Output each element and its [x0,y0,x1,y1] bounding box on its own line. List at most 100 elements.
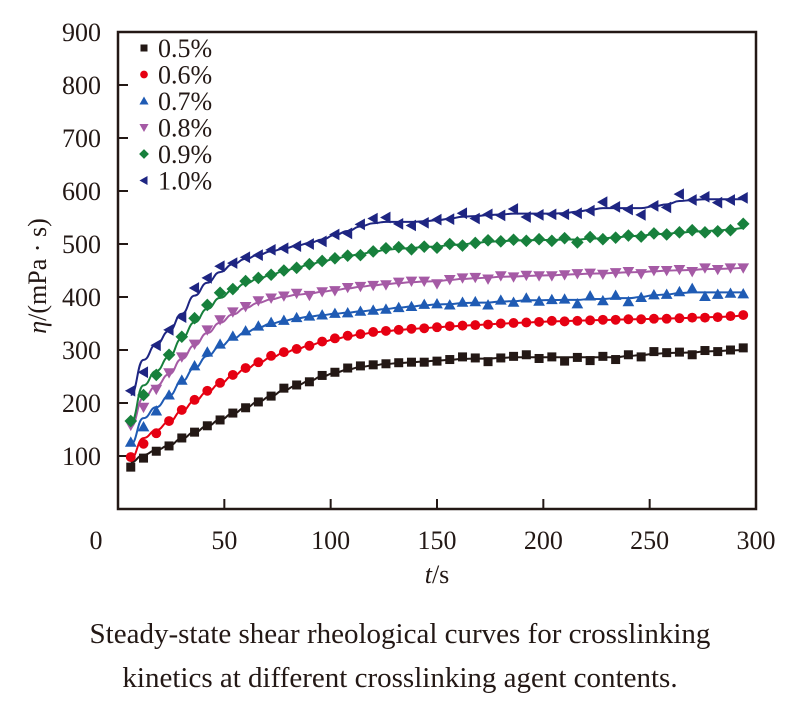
data-point [354,305,367,316]
data-point [137,402,150,414]
data-point [711,264,724,276]
data-point [711,224,725,238]
fit-curve-0.5pct [130,349,744,464]
data-point [724,263,737,274]
series-0.5pct [126,343,748,472]
x-tick-label: 50 [211,526,237,555]
data-point [328,252,342,265]
data-point [597,294,609,306]
legend-marker-0.8pct [139,124,149,133]
data-point [725,311,736,322]
legend-marker-0.6pct [140,70,148,79]
data-point [188,339,201,351]
data-point [303,238,314,250]
data-point [381,359,391,369]
data-point [290,240,302,252]
data-point [584,268,596,279]
data-point [711,196,723,209]
data-point [406,323,417,334]
data-point [265,243,276,256]
data-point [547,352,557,362]
data-point [660,288,673,299]
data-point [432,322,442,333]
data-point [545,293,558,305]
data-point [685,223,699,237]
data-point [367,304,380,315]
data-point [470,320,481,331]
data-point [456,273,469,284]
data-point [239,274,252,288]
data-point [571,236,584,249]
data-point [737,287,750,299]
data-point [585,315,596,326]
data-point [469,295,482,307]
data-point [470,353,480,363]
y-axis-label-var: η [23,321,52,334]
data-point [175,330,189,344]
y-tick-label: 200 [62,389,101,418]
data-point [559,316,570,327]
data-point [266,391,276,401]
y-axis: 100 200 300 400 500 600 700 800 900 [62,18,128,471]
x-axis-label-var: t [425,560,433,589]
data-point [469,272,482,284]
data-point [355,361,365,371]
data-point [329,307,341,318]
data-point [558,208,570,221]
data-point [496,353,506,363]
data-point [213,286,227,300]
data-point [290,261,303,275]
data-point [686,267,699,278]
data-point [660,266,673,277]
data-point [149,368,163,382]
data-point [202,385,213,396]
data-point [354,248,367,262]
data-point [725,345,735,355]
data-point [443,275,456,286]
data-point [329,228,340,241]
data-point [405,300,418,312]
data-point [189,394,200,405]
data-point [495,318,506,329]
data-point [533,209,544,221]
data-point [151,428,162,439]
data-point [175,352,188,363]
data-point [456,207,468,220]
data-point [507,233,520,247]
data-point [214,260,225,273]
data-point [507,203,519,215]
series-0.6pct [125,310,749,463]
series-1.0pct [124,188,748,397]
data-point [367,280,380,292]
data-point [355,329,366,340]
data-point [418,216,429,229]
data-point [698,226,712,239]
legend-marker-0.5pct [140,44,148,52]
data-point [724,194,735,206]
y-axis-label: η/(mPa · s) [23,218,52,333]
data-point [379,241,393,255]
data-point [687,350,697,360]
data-point [175,311,187,323]
y-tick-label: 800 [62,71,101,100]
data-point [636,352,646,362]
data-point [572,352,582,362]
data-point [380,211,391,224]
data-point [367,212,378,225]
data-point [494,209,506,222]
data-point [188,311,201,325]
data-point [635,269,648,280]
data-point [622,267,635,278]
data-point [341,249,354,262]
data-point [673,285,686,297]
data-point [458,352,468,362]
data-point [137,388,150,402]
data-point [317,370,327,380]
data-point [150,384,163,396]
data-point [278,347,289,358]
data-point [483,357,493,367]
data-point [406,357,416,367]
data-point [724,223,737,237]
data-point [315,254,329,268]
